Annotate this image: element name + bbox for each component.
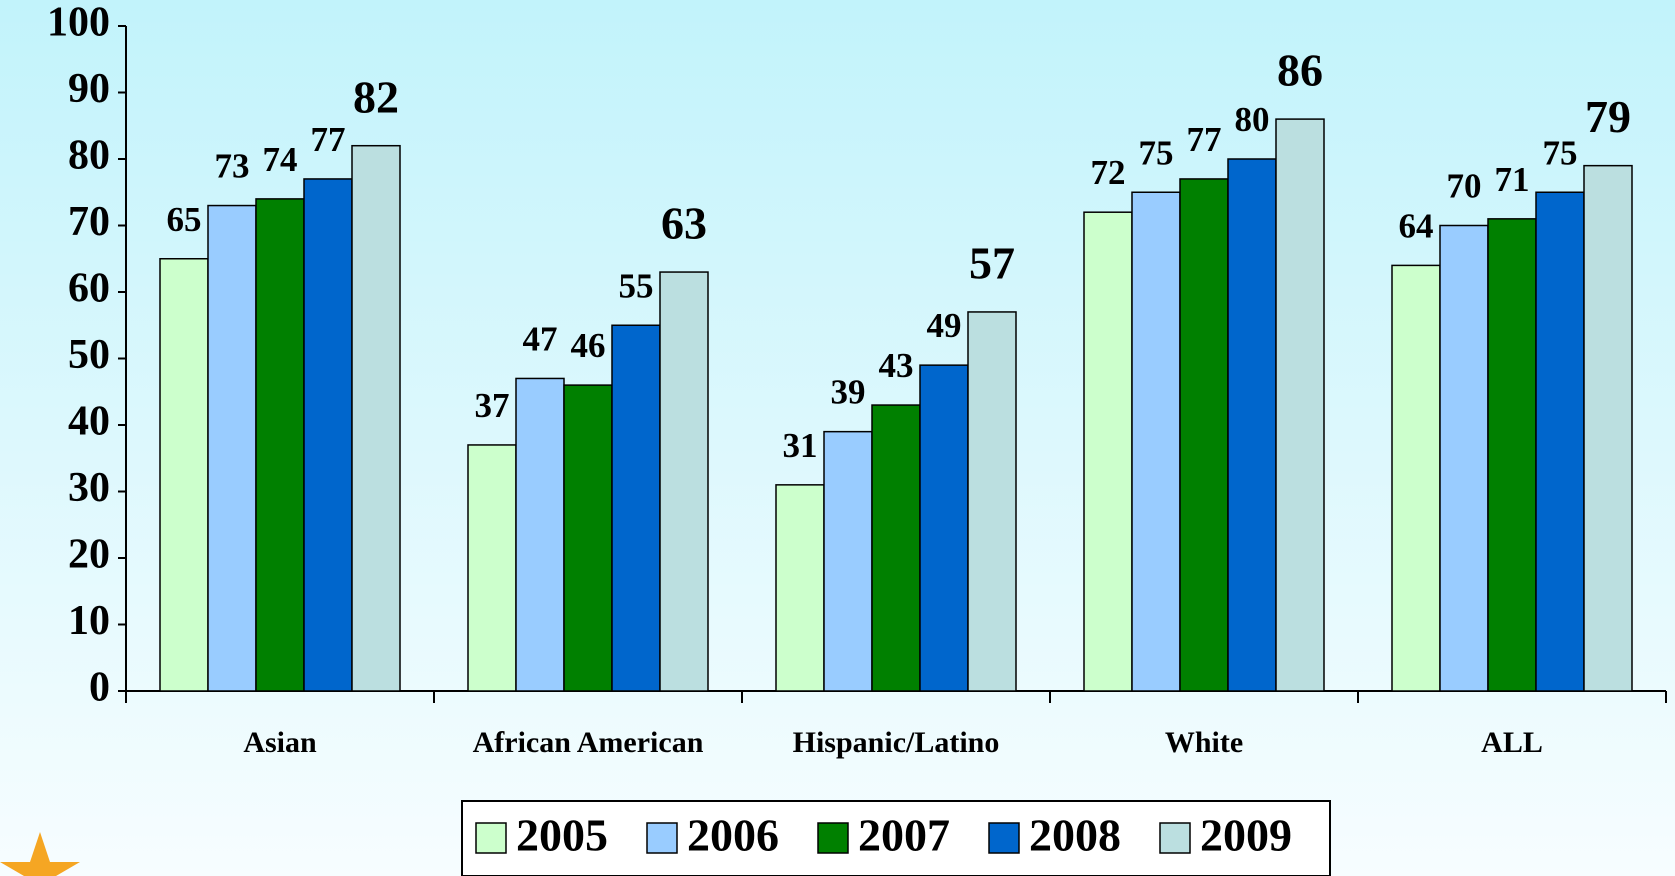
legend-swatch bbox=[475, 822, 507, 854]
data-label: 82 bbox=[353, 71, 399, 122]
data-label: 72 bbox=[1091, 153, 1126, 192]
bar bbox=[823, 430, 873, 692]
bar bbox=[1227, 158, 1277, 692]
bar bbox=[467, 444, 517, 692]
data-label: 86 bbox=[1277, 45, 1323, 96]
data-label: 39 bbox=[831, 373, 866, 412]
y-tick-label: 30 bbox=[68, 465, 110, 511]
data-label: 43 bbox=[879, 346, 914, 385]
legend-label: 2009 bbox=[1200, 810, 1292, 861]
bar bbox=[515, 377, 565, 692]
data-label: 77 bbox=[311, 120, 346, 159]
legend-label: 2005 bbox=[516, 810, 608, 861]
bar bbox=[1391, 264, 1441, 692]
y-tick-label: 100 bbox=[47, 0, 110, 46]
data-label: 74 bbox=[263, 140, 298, 179]
data-label: 71 bbox=[1495, 160, 1530, 199]
data-label: 64 bbox=[1399, 206, 1434, 245]
y-tick-label: 50 bbox=[68, 332, 110, 378]
bar bbox=[1083, 211, 1133, 692]
data-label: 80 bbox=[1235, 100, 1270, 139]
bar bbox=[255, 198, 305, 692]
data-label: 55 bbox=[619, 266, 654, 305]
y-tick-label: 90 bbox=[68, 66, 110, 112]
x-tick-label: ALL bbox=[1481, 726, 1543, 759]
legend-label: 2007 bbox=[858, 810, 950, 861]
data-label: 79 bbox=[1585, 91, 1631, 142]
bar bbox=[967, 311, 1017, 692]
data-label: 75 bbox=[1139, 133, 1174, 172]
y-tick-label: 0 bbox=[89, 665, 110, 711]
data-label: 75 bbox=[1543, 133, 1578, 172]
x-tick-label: Asian bbox=[243, 726, 317, 759]
y-tick-label: 80 bbox=[68, 133, 110, 179]
bar bbox=[1131, 191, 1181, 692]
legend-swatch bbox=[646, 822, 678, 854]
bar bbox=[871, 404, 921, 692]
bar bbox=[919, 364, 969, 692]
legend-swatch bbox=[988, 822, 1020, 854]
data-label: 47 bbox=[523, 319, 558, 358]
data-label: 73 bbox=[215, 147, 250, 186]
bar bbox=[1487, 218, 1537, 692]
bar bbox=[1275, 118, 1325, 692]
data-label: 57 bbox=[969, 238, 1015, 289]
data-label: 46 bbox=[571, 326, 606, 365]
legend-swatch bbox=[1159, 822, 1191, 854]
data-label: 63 bbox=[661, 198, 707, 249]
bar bbox=[659, 271, 709, 692]
y-tick-label: 20 bbox=[68, 532, 110, 578]
star-icon bbox=[0, 832, 80, 876]
legend-swatch bbox=[817, 822, 849, 854]
bar bbox=[207, 204, 257, 692]
bar bbox=[1583, 164, 1633, 692]
x-tick-label: Hispanic/Latino bbox=[793, 726, 1000, 759]
data-label: 70 bbox=[1447, 167, 1482, 206]
legend-label: 2008 bbox=[1029, 810, 1121, 861]
bar bbox=[159, 258, 209, 692]
bar bbox=[775, 484, 825, 692]
x-tick-label: White bbox=[1165, 726, 1243, 759]
legend-label: 2006 bbox=[687, 810, 779, 861]
bar bbox=[351, 144, 401, 692]
bar bbox=[611, 324, 661, 692]
data-label: 49 bbox=[927, 306, 962, 345]
bar bbox=[1439, 224, 1489, 692]
y-tick-label: 70 bbox=[68, 199, 110, 245]
data-label: 31 bbox=[783, 426, 818, 465]
bar bbox=[563, 384, 613, 692]
y-tick-label: 60 bbox=[68, 266, 110, 312]
bar bbox=[1179, 178, 1229, 692]
bar bbox=[1535, 191, 1585, 692]
x-tick-label: African American bbox=[473, 726, 704, 759]
data-label: 37 bbox=[475, 386, 510, 425]
data-label: 77 bbox=[1187, 120, 1222, 159]
data-label: 65 bbox=[167, 200, 202, 239]
y-tick-label: 10 bbox=[68, 598, 110, 644]
bar bbox=[303, 178, 353, 692]
y-tick-label: 40 bbox=[68, 399, 110, 445]
